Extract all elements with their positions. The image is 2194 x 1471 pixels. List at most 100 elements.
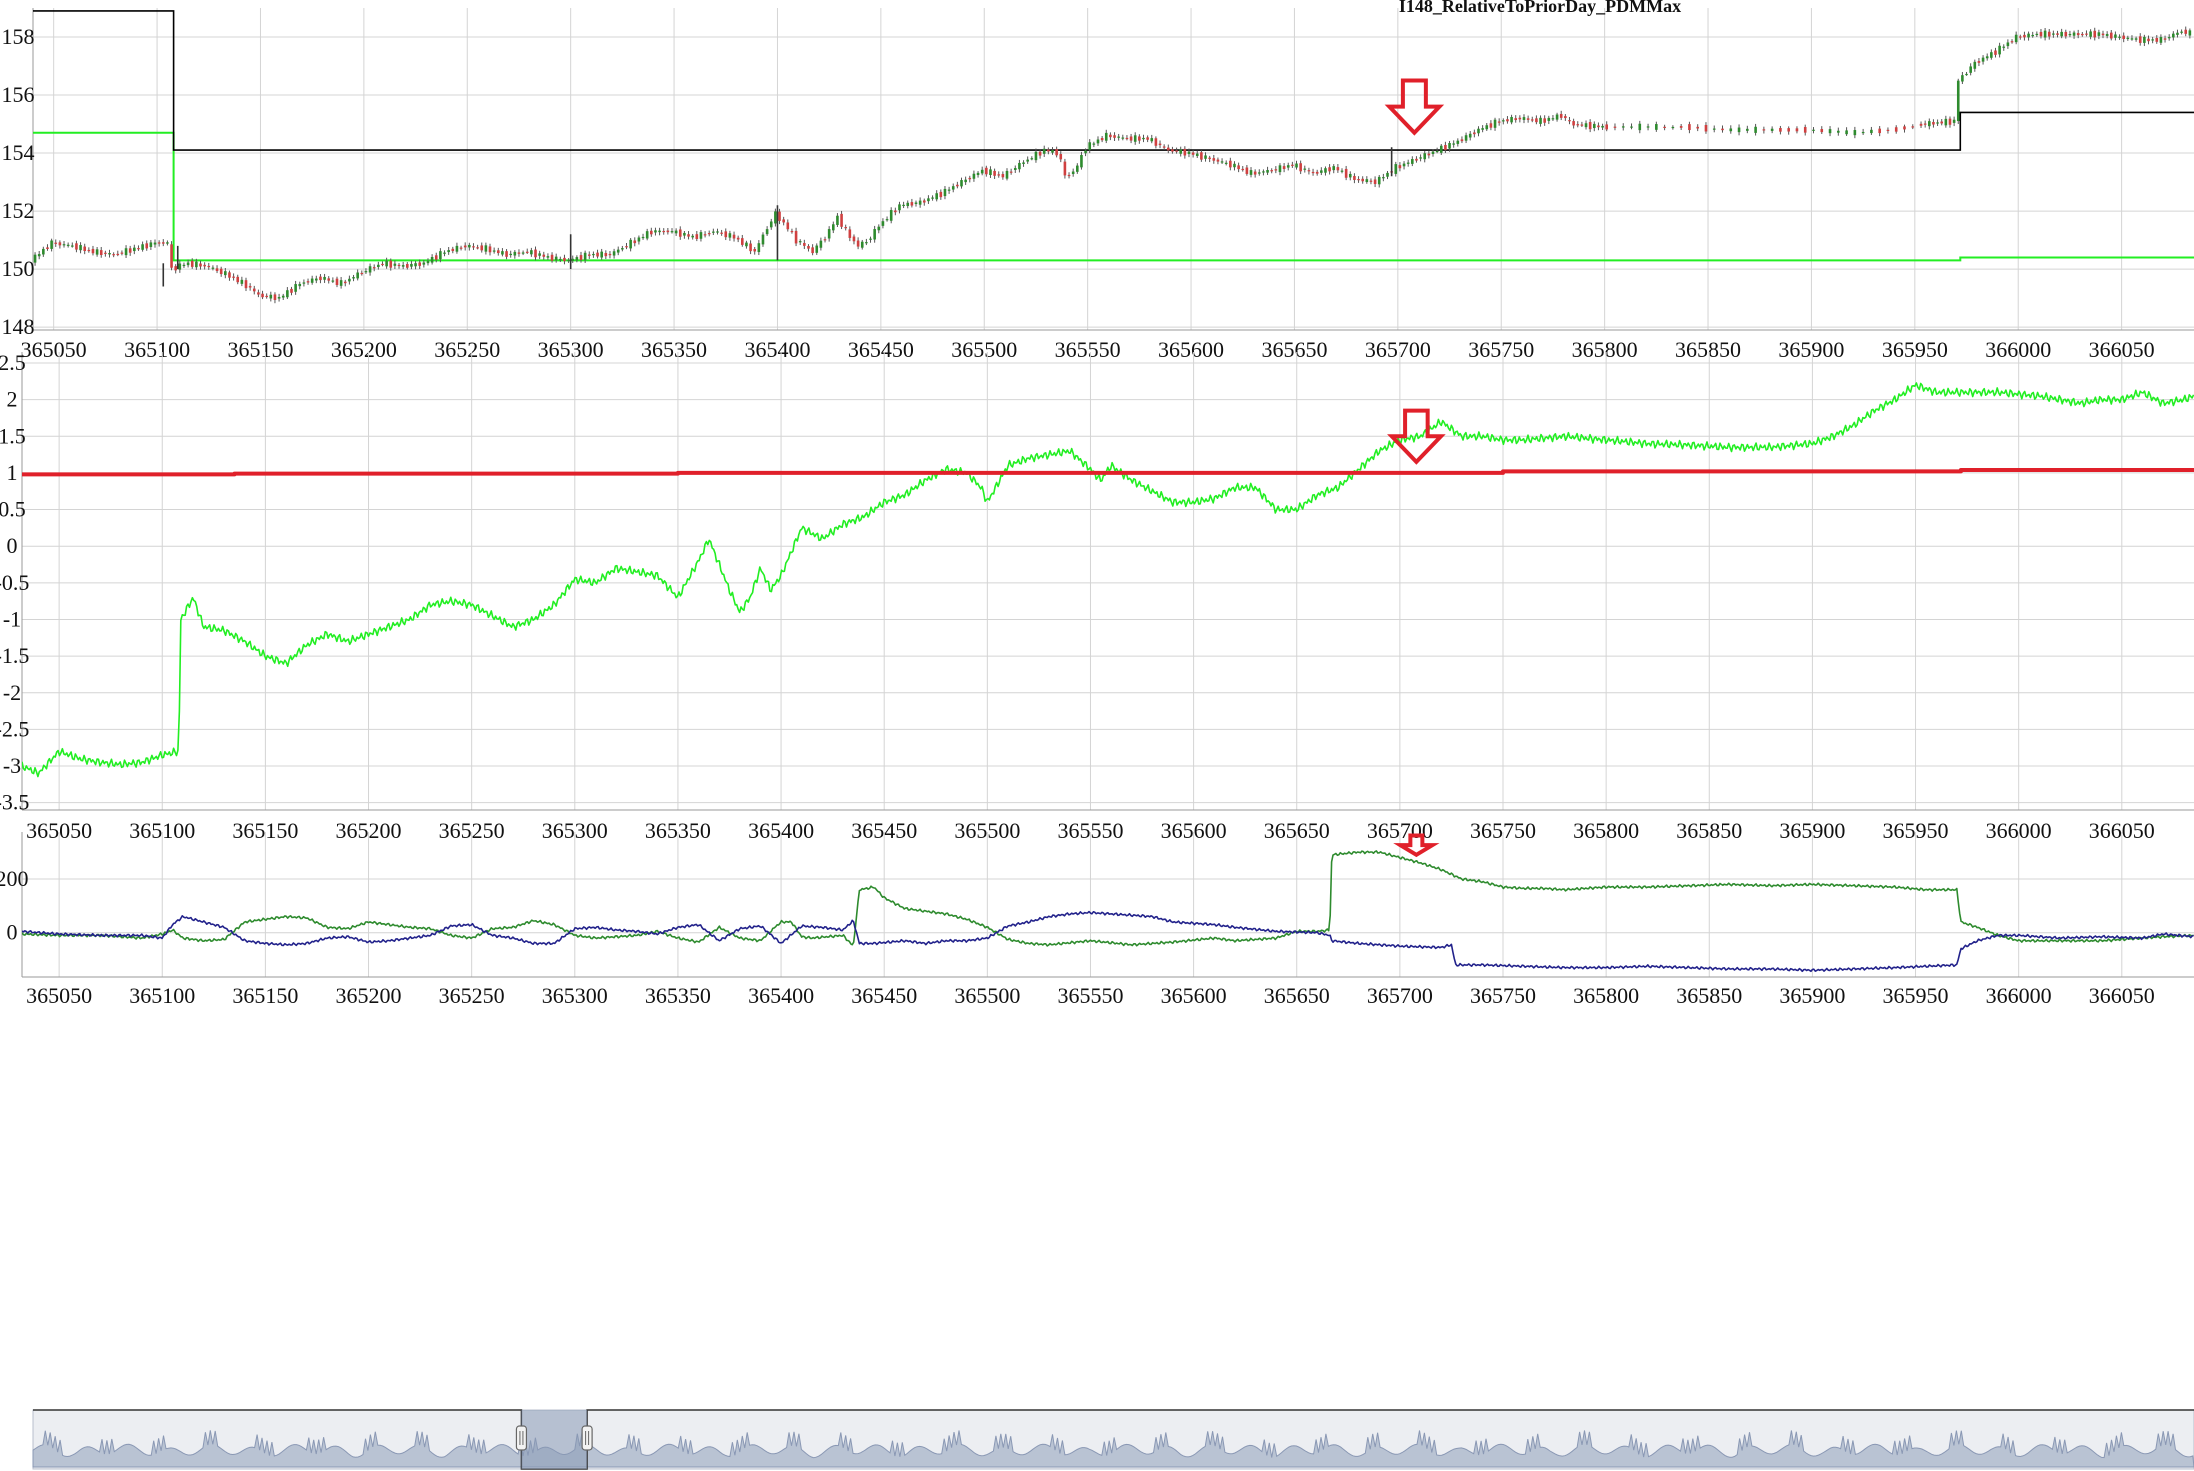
candle-body	[112, 254, 115, 256]
candle	[993, 168, 996, 179]
candle-body	[906, 202, 910, 207]
candle-body	[1224, 162, 1228, 164]
candle	[1977, 58, 1981, 67]
handle-grip[interactable]	[581, 1425, 593, 1451]
candle-body	[2052, 33, 2055, 35]
navigator-right-handle[interactable]	[581, 1425, 593, 1451]
candle-body	[1262, 171, 1265, 173]
candle-body	[1353, 176, 1356, 180]
candle-body	[108, 253, 111, 255]
candle	[1415, 156, 1418, 163]
candle-body	[645, 231, 649, 239]
candle	[964, 176, 967, 185]
candle	[1249, 167, 1253, 178]
candle	[972, 170, 976, 182]
candle-body	[141, 244, 144, 250]
candle-body	[1526, 118, 1530, 120]
candle	[1485, 123, 1489, 131]
candle-body	[2010, 41, 2014, 43]
candle-body	[1481, 128, 1484, 130]
candle	[2043, 27, 2047, 41]
candle-body	[1377, 176, 1381, 185]
candle-body	[244, 280, 248, 289]
candle	[273, 292, 277, 304]
candle	[831, 221, 835, 234]
candle	[236, 274, 240, 285]
candle-body	[894, 210, 897, 213]
candle-body	[666, 230, 670, 233]
candle-body	[447, 250, 450, 253]
candle	[1555, 112, 1559, 122]
candle	[1274, 166, 1278, 174]
candle	[769, 218, 773, 230]
candle-body	[62, 244, 66, 246]
candle	[186, 259, 190, 268]
candle-body	[612, 251, 616, 256]
candle-body	[1894, 127, 1898, 132]
candle-body	[488, 246, 492, 253]
candle	[1952, 116, 1956, 127]
candle-body	[798, 241, 802, 243]
candle-body	[306, 281, 310, 283]
candle	[1253, 169, 1257, 178]
candle	[1853, 126, 1857, 139]
candle-body	[947, 189, 951, 191]
y-tick-label: 0	[7, 920, 18, 945]
candle-body	[199, 263, 202, 267]
candle	[567, 258, 570, 263]
candle-body	[157, 242, 161, 244]
y-tick-label: 1.5	[0, 423, 26, 448]
candle	[2085, 30, 2088, 37]
candle	[1431, 149, 1435, 157]
candle-body	[1435, 150, 1439, 153]
candle-body	[1431, 151, 1435, 154]
navigator-window[interactable]	[521, 1410, 588, 1469]
candle	[604, 250, 608, 260]
candle-body	[348, 278, 351, 282]
handle-grip[interactable]	[515, 1425, 528, 1451]
candle	[1138, 134, 1141, 144]
candle	[654, 227, 657, 236]
candle	[2068, 30, 2072, 38]
candle	[137, 245, 140, 251]
candle-body	[827, 229, 831, 239]
candle	[542, 251, 546, 260]
candle	[894, 207, 897, 216]
candle	[211, 265, 215, 271]
navigator-left-handle[interactable]	[515, 1425, 528, 1451]
candle-body	[1539, 117, 1542, 124]
candle-body	[211, 267, 215, 269]
candle-body	[1059, 154, 1063, 160]
candle	[1237, 162, 1240, 173]
candle	[1493, 117, 1497, 131]
candle-body	[1406, 162, 1410, 164]
candle	[1067, 172, 1071, 179]
range-navigator[interactable]	[32, 1409, 2194, 1470]
candle-body	[1837, 130, 1840, 133]
candle-body	[769, 221, 773, 228]
candle	[1973, 59, 1977, 72]
y-tick-label: 154	[2, 140, 35, 165]
candle	[1071, 168, 1075, 177]
candle-body	[1216, 159, 1220, 162]
candle	[947, 186, 951, 194]
candle-body	[534, 249, 537, 258]
candle-body	[1460, 139, 1464, 142]
candle	[1212, 154, 1216, 164]
candle	[488, 243, 492, 256]
candle-body	[492, 250, 496, 252]
candle	[885, 216, 889, 222]
x-tick-label: 365850	[1675, 337, 1741, 362]
candle-body	[240, 279, 244, 284]
candle-body	[327, 278, 331, 281]
candle	[1229, 157, 1232, 171]
candle	[372, 264, 376, 272]
candle-body	[1464, 135, 1468, 141]
candle	[881, 218, 885, 229]
candle-body	[414, 263, 417, 267]
candle	[803, 239, 806, 250]
candle	[530, 247, 533, 257]
candles	[33, 26, 2192, 304]
candle-body	[50, 240, 53, 249]
candle	[943, 186, 947, 200]
